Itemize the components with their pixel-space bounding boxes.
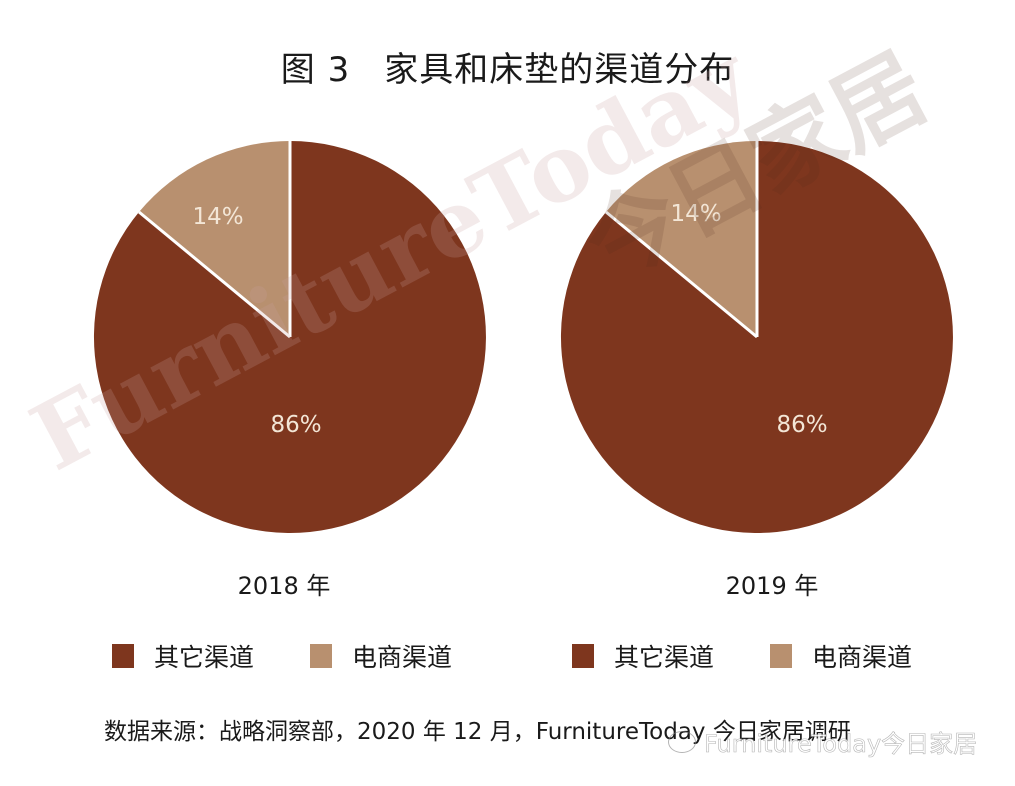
legend-label-other: 其它渠道 [154, 643, 255, 672]
slice-ecommerce-2019 [606, 141, 757, 337]
legend-item-ecommerce: 电商渠道 [770, 638, 912, 674]
swatch-other-icon [572, 644, 594, 668]
label-ecommerce-2019: 14% [670, 201, 721, 227]
figure-number: 图 3 [280, 50, 351, 90]
chart-title: 图 3 家具和床垫的渠道分布 [0, 42, 1015, 91]
figure-title-text: 家具和床垫的渠道分布 [384, 50, 735, 90]
year-label-2019: 2019 年 [725, 572, 819, 600]
swatch-other-icon [112, 644, 134, 668]
pie-2018: 14% 86% [93, 141, 486, 534]
swatch-ecommerce-icon [770, 644, 793, 668]
legend-label-ecommerce: 电商渠道 [352, 643, 453, 672]
legend-label-other: 其它渠道 [614, 643, 715, 672]
legend-item-other: 其它渠道 [572, 638, 714, 674]
swatch-ecommerce-icon [310, 644, 333, 668]
legend-item-ecommerce: 电商渠道 [310, 638, 452, 674]
legend-item-other: 其它渠道 [112, 638, 254, 674]
legend-label-ecommerce: 电商渠道 [812, 643, 913, 672]
label-other-2018: 86% [270, 412, 321, 438]
legend-2019: 其它渠道 电商渠道 [572, 638, 912, 674]
legend-2018: 其它渠道 电商渠道 [112, 638, 452, 674]
label-ecommerce-2018: 14% [192, 204, 243, 230]
year-label-2018: 2018 年 [237, 572, 331, 600]
slice-ecommerce-2018 [139, 141, 290, 337]
pie-2019: 14% 86% [560, 141, 953, 534]
label-other-2019: 86% [776, 412, 827, 438]
data-source-note: 数据来源：战略洞察部，2020 年 12 月，FurnitureToday 今日… [104, 719, 851, 745]
